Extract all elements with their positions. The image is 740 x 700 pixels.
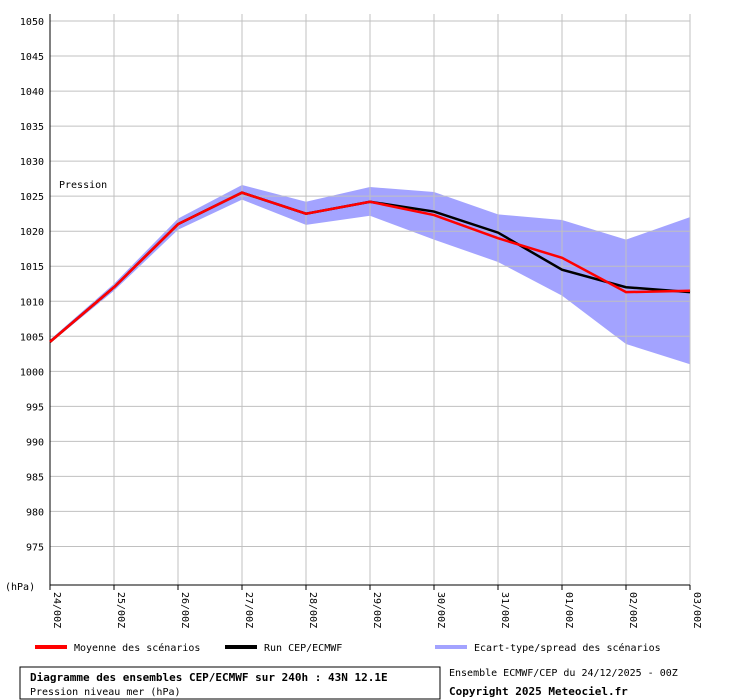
legend-label: Moyenne des scénarios (74, 642, 200, 654)
y-tick-label: 1010 (20, 297, 44, 308)
footer-run: Ensemble ECMWF/CEP du 24/12/2025 - 00Z (449, 668, 678, 679)
x-tick-label: 28/00Z (307, 592, 318, 628)
annotation: Pression (59, 180, 107, 191)
legend-label: Ecart-type/spread des scénarios (474, 642, 661, 654)
y-tick-label: 1030 (20, 157, 44, 168)
x-tick-label: 24/00Z (51, 592, 62, 628)
y-tick-label: 985 (26, 472, 44, 483)
y-tick-label: 1005 (20, 332, 44, 343)
y-tick-label: 1020 (20, 227, 44, 238)
spread-band (50, 184, 690, 365)
y-tick-label: 990 (26, 437, 44, 448)
footer-subtitle: Pression niveau mer (hPa) (30, 687, 181, 698)
y-unit: (hPa) (5, 582, 35, 593)
y-tick-label: 975 (26, 542, 44, 553)
y-tick-label: 1015 (20, 262, 44, 273)
y-tick-label: 1045 (20, 52, 44, 63)
legend-label: Run CEP/ECMWF (264, 643, 342, 654)
x-tick-label: 01/00Z (563, 592, 574, 628)
x-tick-label: 27/00Z (243, 592, 254, 628)
y-tick-label: 980 (26, 507, 44, 518)
footer-copyright: Copyright 2025 Meteociel.fr (449, 685, 628, 698)
y-tick-label: 1000 (20, 367, 44, 378)
y-tick-label: 1025 (20, 192, 44, 203)
footer-box (19, 666, 441, 700)
x-tick-label: 29/00Z (371, 592, 382, 628)
footer-title: Diagramme des ensembles CEP/ECMWF sur 24… (30, 671, 388, 684)
x-tick-label: 30/00Z (435, 592, 446, 628)
x-tick-label: 02/00Z (627, 592, 638, 628)
y-tick-label: 995 (26, 402, 44, 413)
x-tick-label: 26/00Z (179, 592, 190, 628)
y-tick-label: 1035 (20, 122, 44, 133)
y-tick-label: 1040 (20, 87, 44, 98)
y-tick-label: 1050 (20, 17, 44, 28)
series-line (49, 191, 691, 343)
x-tick-label: 25/00Z (115, 592, 126, 628)
x-tick-label: 31/00Z (499, 592, 510, 628)
x-tick-label: 03/00Z (691, 592, 702, 628)
